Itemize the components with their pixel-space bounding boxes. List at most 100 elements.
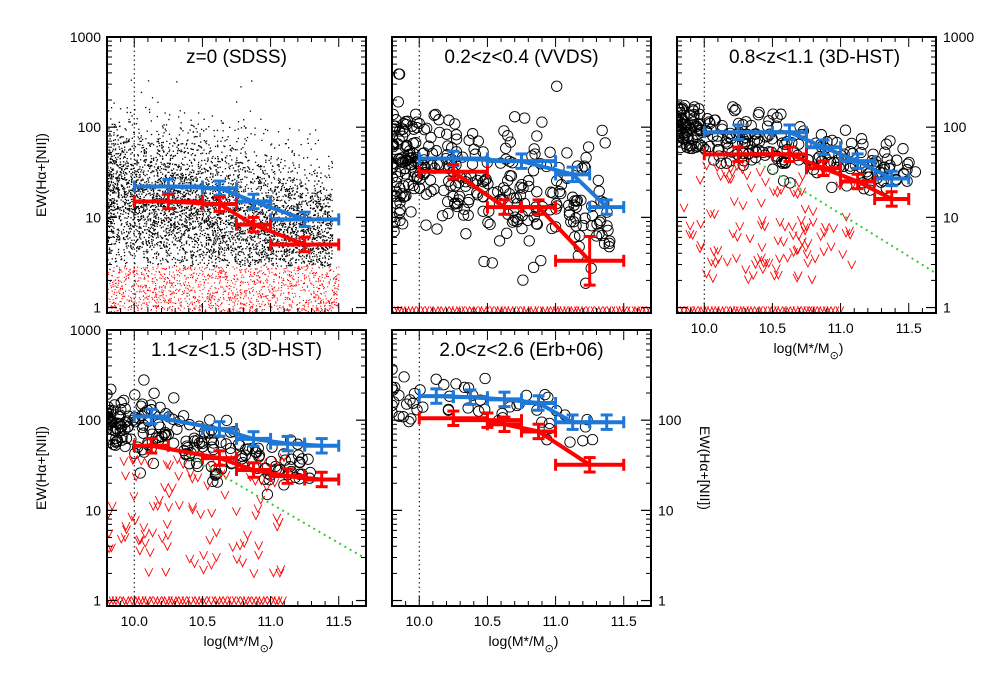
data-point <box>189 179 191 181</box>
data-point <box>229 223 231 225</box>
data-point <box>136 270 138 272</box>
data-point <box>318 295 320 297</box>
data-point <box>127 238 129 240</box>
data-point <box>199 197 201 199</box>
data-point <box>293 224 295 227</box>
data-point <box>285 195 287 197</box>
data-point <box>164 191 166 193</box>
data-point <box>224 177 226 179</box>
data-point <box>212 232 214 235</box>
data-point <box>112 218 114 220</box>
data-point <box>244 238 246 241</box>
data-point <box>268 258 270 260</box>
data-point <box>119 157 121 160</box>
data-point <box>301 254 304 257</box>
data-point <box>107 206 109 208</box>
data-point <box>128 121 130 123</box>
data-point <box>198 145 200 147</box>
data-point <box>237 279 239 281</box>
data-point <box>296 178 298 181</box>
data-point <box>240 306 242 308</box>
data-point <box>324 249 326 251</box>
data-point <box>281 254 283 256</box>
data-point <box>235 170 237 172</box>
data-point <box>178 116 180 118</box>
data-point <box>236 149 238 151</box>
data-point <box>146 206 148 208</box>
data-point <box>108 175 110 177</box>
data-point <box>147 276 149 278</box>
data-point <box>139 236 141 238</box>
data-point <box>130 245 132 247</box>
data-point <box>166 281 168 283</box>
data-point <box>125 212 127 214</box>
data-point <box>228 237 230 239</box>
data-point <box>234 178 236 181</box>
data-point <box>177 174 179 176</box>
data-point <box>268 189 270 191</box>
data-point <box>195 210 197 212</box>
data-point <box>239 229 241 232</box>
data-point <box>174 211 176 213</box>
data-point <box>313 192 315 194</box>
data-point <box>164 164 166 166</box>
data-point <box>308 213 310 216</box>
data-point <box>305 257 307 259</box>
data-point <box>107 184 109 186</box>
data-point <box>260 187 262 190</box>
data-point <box>153 211 155 213</box>
data-point <box>190 223 192 225</box>
data-point <box>274 173 276 175</box>
data-point <box>256 253 258 255</box>
data-point <box>239 209 241 211</box>
data-point <box>312 202 314 204</box>
data-point <box>146 203 148 205</box>
data-point <box>193 208 196 210</box>
data-point <box>319 186 322 188</box>
data-point <box>108 206 110 209</box>
data-point <box>157 204 159 206</box>
data-point <box>177 166 180 168</box>
data-point <box>152 198 154 200</box>
data-point <box>231 180 233 182</box>
data-point <box>131 168 133 170</box>
data-point <box>181 235 183 237</box>
data-point <box>181 205 183 208</box>
data-point <box>217 229 219 231</box>
data-point <box>127 216 130 218</box>
data-point <box>125 242 127 244</box>
data-point <box>257 176 260 179</box>
data-point <box>118 207 120 210</box>
data-point <box>294 230 296 233</box>
data-point <box>163 278 165 280</box>
data-point <box>149 246 151 248</box>
data-point <box>191 165 193 167</box>
data-point <box>267 194 269 197</box>
data-point <box>227 245 229 247</box>
data-point <box>231 217 233 219</box>
data-point <box>174 154 177 157</box>
data-point <box>311 249 313 251</box>
data-point <box>229 165 231 167</box>
data-point <box>170 234 173 236</box>
data-point <box>324 230 326 233</box>
data-point <box>188 236 190 238</box>
data-point <box>151 238 153 241</box>
data-point <box>305 231 307 233</box>
data-point <box>254 309 256 311</box>
data-point <box>176 228 179 230</box>
data-point <box>167 227 169 230</box>
data-point <box>192 217 194 219</box>
data-point <box>215 250 217 253</box>
data-point <box>122 157 125 159</box>
data-point <box>150 120 152 122</box>
data-point <box>135 241 137 244</box>
data-point <box>336 275 338 277</box>
data-point <box>180 122 182 124</box>
data-point <box>298 254 300 256</box>
data-point <box>116 265 118 267</box>
data-point <box>265 195 267 197</box>
data-point <box>161 144 163 146</box>
data-point <box>200 222 203 224</box>
data-point <box>218 216 220 219</box>
